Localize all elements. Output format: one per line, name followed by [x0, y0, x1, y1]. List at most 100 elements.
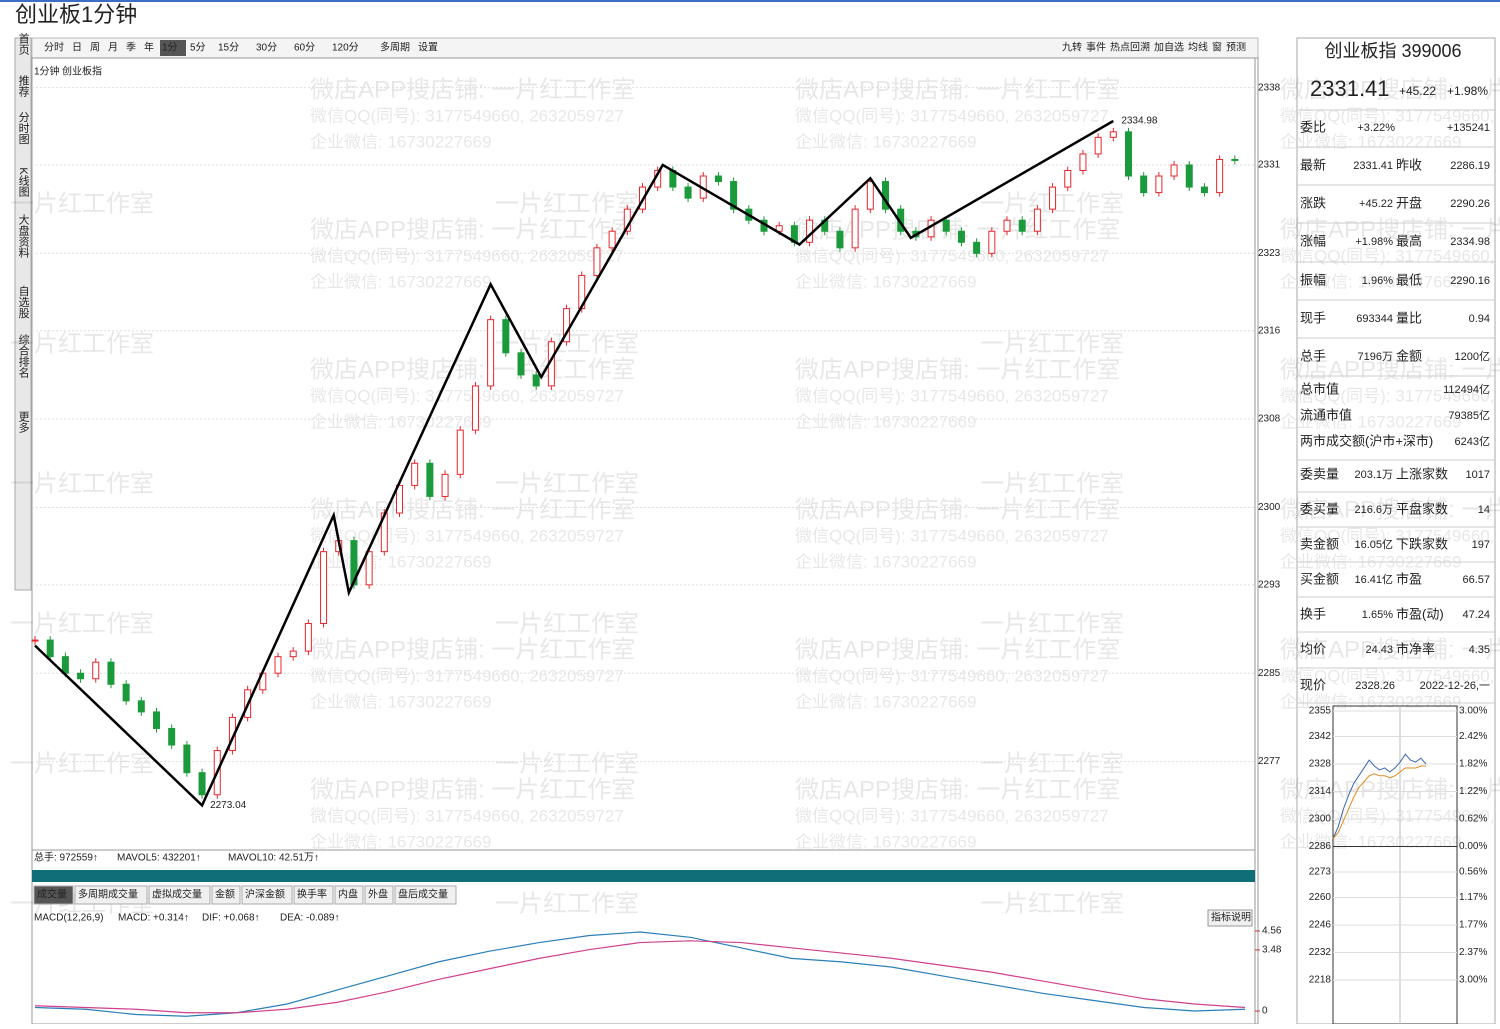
tab[interactable] [394, 885, 457, 905]
sidebar-tab[interactable]: 大盘资料 [17, 213, 30, 259]
field-label: 现手 [1300, 310, 1326, 325]
y2-tick-label: 1.82% [1459, 759, 1487, 770]
watermark-text: 企业微信: 16730227669 [310, 272, 491, 291]
field-value: 6243亿 [1455, 435, 1490, 448]
tab-label[interactable]: 成交量 [37, 888, 67, 901]
tab-label[interactable]: 沪深金额 [245, 888, 285, 901]
field-value: +1.98% [1355, 236, 1393, 248]
high-label: 2334.98 [1121, 116, 1158, 127]
candle [608, 230, 616, 249]
indicator-button[interactable] [1207, 909, 1253, 927]
tab-label[interactable]: 外盘 [368, 888, 388, 901]
toolbar-button[interactable]: 热点回溯 [1110, 41, 1150, 54]
tab-label[interactable]: 虚拟成交量 [152, 888, 202, 901]
tab-label[interactable]: 换手率 [297, 888, 327, 901]
tab[interactable] [241, 885, 293, 905]
watermark-text: 一片红工作室 [980, 610, 1124, 637]
watermark-text: 微店APP搜店铺: 一片红工作室 [1280, 356, 1500, 383]
indicator-button-label[interactable]: 指标说明 [1211, 911, 1251, 924]
candle [411, 462, 419, 486]
candle [1125, 131, 1132, 177]
y-tick-label: 2328 [1309, 759, 1332, 770]
watermark-text: 企业微信: 16730227669 [1280, 832, 1461, 851]
sidebar-tab[interactable]: 推荐 [17, 74, 30, 98]
toolbar-button[interactable]: 周 [90, 42, 100, 54]
candle [730, 181, 738, 210]
watermark-text: 微信QQ(同号): 3177549660, 2632059727 [310, 246, 624, 265]
toolbar-button[interactable]: 5分 [190, 42, 206, 54]
sidebar-tab[interactable]: 分时图 [17, 111, 30, 145]
candle [1049, 186, 1057, 210]
sidebar-tab[interactable]: 首页 [17, 32, 30, 56]
field-label: 涨跌 [1300, 195, 1326, 210]
y-tick-label: 2355 [1309, 706, 1332, 717]
field-label: 市盈(动) [1396, 606, 1444, 621]
tab[interactable] [334, 885, 364, 905]
watermark-text: 一片红工作室 [10, 470, 154, 497]
toolbar-button[interactable]: 事件 [1086, 41, 1106, 54]
field-value: 7196万 [1358, 351, 1393, 363]
toolbar-button[interactable]: 均线 [1188, 41, 1208, 54]
tab-label[interactable]: 金额 [215, 888, 235, 901]
y2-tick-label: 1.77% [1459, 920, 1487, 931]
toolbar-button[interactable]: 60分 [294, 42, 315, 54]
watermark-text: 企业微信: 16730227669 [795, 272, 976, 291]
tab[interactable] [74, 885, 148, 905]
field-label: 委卖量 [1300, 466, 1339, 481]
field-value: 79385亿 [1448, 409, 1490, 422]
watermark-text: 微店APP搜店铺: 一片红工作室 [795, 76, 1120, 103]
tab-label[interactable]: 内盘 [338, 888, 358, 901]
toolbar-button[interactable]: 季 [126, 42, 136, 54]
candle [46, 639, 54, 658]
toolbar-button[interactable]: 120分 [332, 42, 359, 54]
candle [365, 551, 373, 586]
toolbar-button[interactable]: 设置 [418, 42, 438, 54]
y2-tick-label: 0.62% [1459, 814, 1487, 825]
sidebar-tab[interactable]: K线图 [17, 167, 30, 197]
field-label: 流通市值 [1300, 407, 1352, 422]
tab[interactable] [364, 885, 394, 905]
field-label: 平盘家数 [1396, 501, 1448, 516]
toolbar-button[interactable]: 月 [108, 42, 118, 54]
field-value: 2331.41 [1353, 160, 1393, 172]
field-label: 最新 [1300, 157, 1326, 172]
watermark-text: 企业微信: 16730227669 [310, 692, 491, 711]
toolbar-button[interactable]: 预测 [1226, 41, 1246, 54]
toolbar-button[interactable]: 九转 [1062, 41, 1082, 54]
tab-label[interactable]: 多周期成交量 [78, 888, 138, 901]
candle [866, 181, 874, 210]
mini-chart-frame [1332, 705, 1458, 1025]
sidebar-tab[interactable]: 更多 [17, 411, 30, 434]
candle [1064, 169, 1072, 188]
sidebar-tab[interactable]: 综合排名 [17, 333, 30, 378]
candle [1231, 158, 1239, 161]
tab[interactable] [33, 885, 74, 905]
field-value: 0.94 [1469, 313, 1490, 325]
toolbar-button[interactable]: 日 [72, 43, 82, 54]
y2-tick-label: 1.17% [1459, 892, 1487, 903]
low-label: 2273.04 [210, 800, 247, 811]
toolbar-button[interactable]: 30分 [256, 42, 277, 54]
candle [1109, 131, 1117, 138]
toolbar-button[interactable]: 15分 [218, 42, 239, 54]
watermark-text: 微店APP搜店铺: 一片红工作室 [1280, 216, 1500, 243]
toolbar-button[interactable]: 窗 [1212, 41, 1222, 54]
candle [1185, 164, 1193, 188]
y2-tick-label: 3.00% [1459, 975, 1487, 986]
tab[interactable] [148, 885, 211, 905]
field-label: 昨收 [1396, 157, 1422, 172]
toolbar-button[interactable]: 年 [144, 41, 154, 54]
watermark-text: 微店APP搜店铺: 一片红工作室 [310, 496, 635, 523]
tab[interactable] [211, 885, 241, 905]
candle [502, 319, 510, 354]
watermark-text: 企业微信: 16730227669 [310, 412, 491, 431]
toolbar-button[interactable]: 加自选 [1154, 41, 1184, 54]
tab-label[interactable]: 盘后成交量 [398, 888, 448, 901]
sidebar-tab[interactable]: 自选股 [17, 285, 30, 319]
toolbar-button[interactable]: 1分 [162, 42, 178, 54]
toolbar-button[interactable]: 多周期 [380, 41, 410, 54]
y2-tick-label: 3.00% [1459, 706, 1487, 717]
candle [1155, 175, 1163, 194]
toolbar-button[interactable]: 分时 [44, 42, 64, 54]
tab[interactable] [293, 885, 334, 905]
